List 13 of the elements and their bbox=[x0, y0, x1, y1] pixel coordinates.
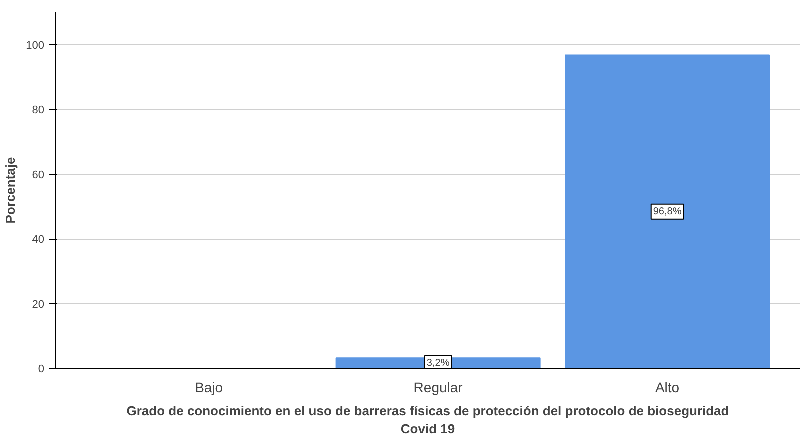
data-label: 96,8% bbox=[653, 206, 682, 218]
x-axis-title: Grado de conocimiento en el uso de barreras físicas de protección del protocolo de bioseguridad Covid 19 bbox=[126, 404, 730, 436]
y-tick-label: 80 bbox=[32, 104, 45, 117]
x-tick-label: Alto bbox=[655, 380, 680, 396]
y-tick-label: 20 bbox=[32, 298, 45, 311]
x-tick-label: Regular bbox=[414, 380, 464, 396]
y-axis-title: Porcentaje bbox=[3, 157, 18, 224]
y-tick-label: 100 bbox=[26, 40, 45, 52]
y-tick-label: 0 bbox=[38, 364, 45, 376]
y-tick-label: 40 bbox=[32, 234, 45, 246]
y-tick-label: 60 bbox=[32, 169, 45, 182]
data-label: 3,2% bbox=[426, 358, 450, 369]
x-tick-label: Bajo bbox=[195, 380, 224, 396]
